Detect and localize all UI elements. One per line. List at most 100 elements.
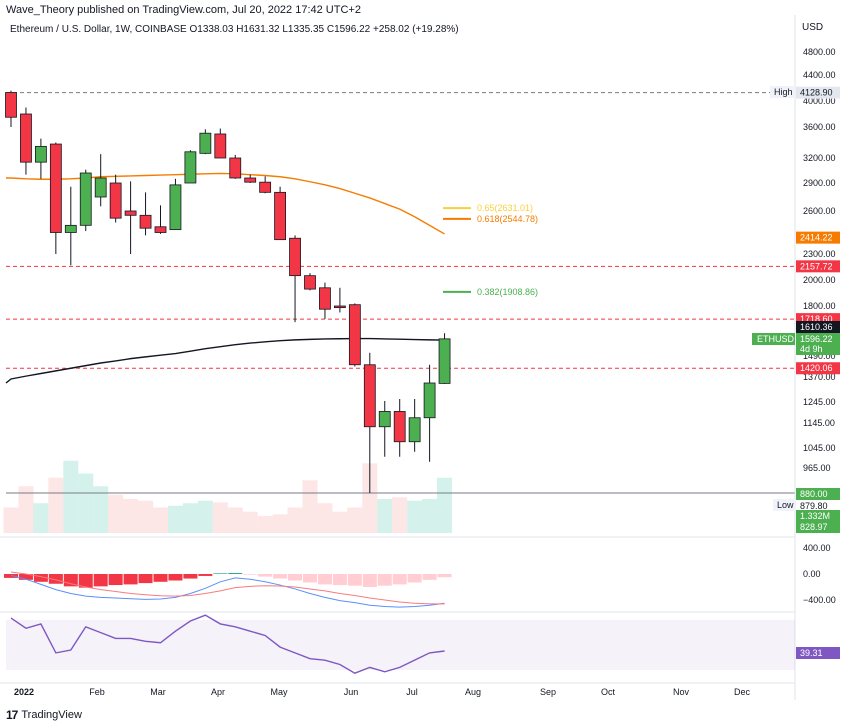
high-label-bg	[770, 86, 795, 98]
volume-tag: 1.332M	[800, 511, 830, 521]
candle	[184, 150, 197, 184]
candle	[35, 138, 47, 179]
volume-bar	[317, 503, 333, 533]
candle	[139, 192, 152, 236]
price-tick-label: 1145.00	[803, 418, 835, 428]
candle	[229, 154, 242, 179]
time-axis-label: Sep	[540, 687, 556, 697]
volume-bar	[392, 497, 408, 533]
volume-bar	[93, 486, 109, 533]
price-tag: 879.80	[800, 501, 828, 511]
candle-body	[184, 151, 197, 184]
macd-histogram-bar	[48, 574, 63, 584]
price-tag: 4128.90	[800, 88, 833, 98]
sma200-line	[5, 337, 445, 384]
price-tag: 1610.36	[800, 322, 833, 332]
volume-ma-tag-bg	[796, 521, 840, 533]
volume-bar	[48, 477, 64, 533]
time-axis-label: Jun	[344, 687, 359, 697]
volume-bar	[167, 505, 183, 533]
price-tag-bg	[796, 362, 840, 375]
candle-body	[124, 210, 137, 216]
price-tick-label: 1045.00	[803, 443, 836, 453]
candle	[154, 205, 167, 234]
countdown-tag: 4d 9h	[800, 344, 823, 354]
high-label: High	[774, 87, 793, 97]
tradingview-footer: 17 TradingView	[6, 708, 82, 722]
volume-bar	[347, 507, 363, 533]
ethusd-label: ETHUSD	[757, 334, 795, 344]
candle	[319, 282, 331, 319]
macd-histogram-bar	[153, 574, 168, 582]
macd-histogram-bar	[288, 574, 303, 581]
volume-bar	[437, 477, 453, 533]
candle	[20, 107, 32, 175]
price-tick-label: 4800.00	[803, 47, 836, 57]
price-tick-label: 3200.00	[803, 153, 836, 163]
macd-histogram-bar	[93, 574, 108, 587]
macd-histogram-bar	[332, 574, 347, 586]
candle	[393, 399, 406, 457]
candle	[199, 129, 212, 155]
price-tag: 2414.22	[800, 233, 833, 243]
macd-histogram-bar	[422, 574, 437, 580]
macd-histogram-bar	[138, 574, 153, 584]
candle	[348, 303, 361, 367]
candle-body	[79, 172, 92, 226]
candle-body	[94, 177, 107, 198]
candle-body	[348, 304, 361, 366]
volume-bar	[377, 499, 393, 533]
fib-level-label: 0.65(2631.01)	[477, 203, 533, 213]
macd-histogram-bar	[437, 574, 452, 578]
candle	[289, 235, 301, 323]
price-tag: 1718.60	[800, 314, 833, 324]
candle-body	[378, 411, 391, 428]
candle	[94, 154, 107, 207]
candle-body	[438, 338, 451, 384]
publish-caption: Wave_Theory published on TradingView.com…	[6, 4, 361, 16]
candle-body	[214, 133, 227, 159]
candle-body	[244, 177, 257, 183]
candle	[5, 90, 17, 127]
volume-bar	[332, 511, 348, 533]
macd-histogram-bar	[108, 574, 123, 586]
candle-body	[319, 287, 331, 310]
low-label: Low	[777, 500, 794, 510]
candle-body	[109, 182, 122, 219]
countdown-tag-bg	[796, 343, 840, 355]
price-tick-label: 3600.00	[803, 122, 836, 132]
candle-body	[169, 184, 182, 231]
candle	[333, 287, 346, 313]
volume-bar	[407, 500, 423, 533]
volume-bar	[18, 486, 34, 533]
volume-tag-bg	[796, 510, 840, 522]
time-axis-label: Jul	[406, 687, 418, 697]
macd-histogram-bar	[78, 574, 93, 588]
time-axis-label: 2022	[14, 687, 34, 697]
ema50-line	[6, 172, 445, 235]
volume-bar	[287, 507, 303, 533]
time-axis-label: Nov	[673, 687, 690, 697]
volume-bar	[272, 514, 288, 533]
volume-bar	[227, 507, 243, 533]
candle-body	[5, 92, 17, 118]
time-axis-label: Aug	[465, 687, 481, 697]
volume-bar	[212, 502, 228, 533]
candle	[363, 352, 376, 493]
candle	[438, 333, 451, 384]
candle-body	[64, 224, 77, 233]
rsi-value-tag: 39.31	[800, 648, 823, 658]
price-tick-label: 1490.00	[803, 351, 836, 361]
candle	[109, 174, 122, 223]
volume-bar	[257, 516, 273, 533]
macd-histogram-bar	[18, 574, 33, 580]
macd-tick-label: 400.00	[803, 543, 831, 553]
candle-body	[199, 132, 212, 154]
candle	[124, 181, 137, 254]
macd-histogram-bar	[258, 574, 273, 577]
price-tag: 880.00	[800, 489, 828, 499]
ethusd-label-bg	[752, 333, 795, 345]
candle	[64, 186, 77, 266]
price-tick-label: 2600.00	[803, 206, 836, 216]
